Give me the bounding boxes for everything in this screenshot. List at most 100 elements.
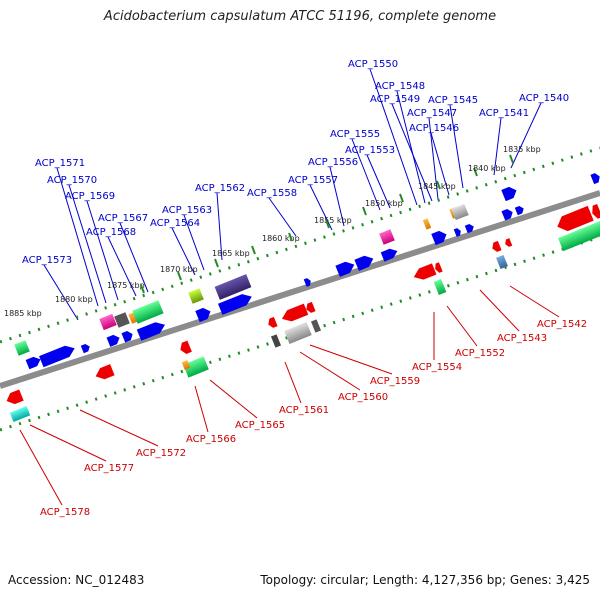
- gene-label-reverse: ACP_1565: [235, 420, 285, 431]
- gene-forward: [590, 173, 600, 185]
- gene-label-reverse: ACP_1566: [186, 434, 236, 445]
- label-leader-reverse: [446, 305, 478, 347]
- accession-text: Accession: NC_012483: [8, 573, 145, 587]
- topology-text: Topology: circular; Length: 4,127,356 bp…: [260, 573, 590, 587]
- gene-reverse: [268, 316, 278, 328]
- gene-forward: [80, 343, 90, 354]
- gene-forward: [379, 229, 395, 245]
- gene-label-reverse: ACP_1561: [279, 405, 329, 416]
- label-leader-reverse: [509, 285, 560, 318]
- gene-label-forward: ACP_1568: [86, 227, 136, 238]
- scale-tick: [325, 219, 330, 229]
- scale-tick-label: 1855 kbp: [314, 216, 352, 225]
- label-leader-forward: [428, 117, 439, 200]
- gene-forward: [501, 186, 517, 202]
- gene-forward: [464, 223, 474, 234]
- label-leader-reverse: [29, 424, 107, 462]
- gene-label-reverse: ACP_1543: [497, 333, 547, 344]
- gene-label-reverse: ACP_1542: [537, 319, 587, 330]
- gene-label-reverse: ACP_1559: [370, 376, 420, 387]
- gene-forward: [121, 330, 133, 343]
- gene-label-reverse: ACP_1552: [455, 348, 505, 359]
- gene-forward: [114, 312, 130, 328]
- gene-reverse: [557, 205, 594, 232]
- gene-label-forward: ACP_1546: [409, 123, 459, 134]
- gene-label-forward: ACP_1569: [65, 191, 115, 202]
- gene-forward: [217, 294, 252, 315]
- scale-tick-label: 1865 kbp: [212, 249, 250, 258]
- scale-tick-label: 1835 kbp: [503, 145, 541, 154]
- label-leader-reverse: [79, 409, 159, 447]
- scale-tick: [509, 154, 514, 164]
- label-leader-forward: [396, 90, 426, 204]
- scale-tick-label: 1840 kbp: [468, 164, 506, 173]
- gene-label-forward: ACP_1553: [345, 145, 395, 156]
- gene-forward: [453, 228, 461, 237]
- scale-tick: [177, 271, 182, 281]
- gene-label-forward: ACP_1547: [407, 108, 457, 119]
- gene-label-forward: ACP_1571: [35, 158, 85, 169]
- gene-label-forward: ACP_1558: [247, 188, 297, 199]
- scale-tick: [362, 206, 367, 216]
- scale-tick: [251, 245, 256, 255]
- gene-reverse: [505, 238, 513, 247]
- label-leader-forward: [449, 104, 464, 189]
- gene-forward: [303, 278, 311, 287]
- gene-label-forward: ACP_1548: [375, 81, 425, 92]
- label-leader-forward: [171, 227, 196, 276]
- scale-tick-label: 1875 kbp: [107, 281, 145, 290]
- gene-label-forward: ACP_1541: [479, 108, 529, 119]
- label-leader-reverse: [19, 429, 63, 506]
- gene-reverse: [183, 356, 209, 378]
- genome-backbone: [0, 190, 600, 389]
- gene-reverse: [413, 263, 437, 280]
- label-leader-forward: [430, 132, 450, 196]
- gene-reverse: [492, 240, 502, 252]
- gene-forward: [188, 288, 204, 304]
- gene-reverse: [270, 334, 282, 348]
- scale-tick-label: 1845 kbp: [418, 182, 456, 191]
- gene-reverse: [306, 301, 316, 313]
- gene-reverse: [180, 340, 192, 354]
- gene-label-forward: ACP_1555: [330, 129, 380, 140]
- label-leader-forward: [493, 117, 502, 176]
- gene-reverse: [9, 405, 31, 423]
- label-leader-forward: [391, 103, 433, 202]
- gene-forward: [354, 255, 374, 271]
- gene-forward: [195, 307, 211, 323]
- label-leader-forward: [43, 264, 79, 321]
- scale-tick-label: 1860 kbp: [262, 234, 300, 243]
- gene-forward: [501, 208, 513, 221]
- label-leader-forward: [119, 222, 149, 293]
- gene-forward: [422, 218, 432, 230]
- gene-forward: [39, 345, 75, 368]
- label-leader-forward: [86, 200, 119, 301]
- gene-reverse: [181, 360, 191, 370]
- gene-label-forward: ACP_1557: [288, 175, 338, 186]
- gene-forward: [214, 274, 252, 300]
- gene-label-reverse: ACP_1578: [40, 507, 90, 518]
- gene-label-forward: ACP_1563: [162, 205, 212, 216]
- gene-forward: [132, 300, 164, 324]
- scale-tick: [140, 284, 145, 294]
- gene-forward: [99, 313, 117, 331]
- gene-reverse: [433, 279, 447, 295]
- label-leader-forward: [309, 184, 333, 231]
- gene-reverse: [558, 220, 600, 252]
- gene-forward: [431, 230, 447, 246]
- gene-forward: [25, 356, 41, 370]
- gene-reverse: [95, 364, 115, 380]
- gene-label-forward: ACP_1573: [22, 255, 72, 266]
- gene-forward: [335, 261, 355, 277]
- scale-tick: [473, 167, 478, 177]
- gene-label-forward: ACP_1540: [519, 93, 569, 104]
- label-leader-forward: [56, 167, 99, 307]
- gene-label-reverse: ACP_1572: [136, 448, 186, 459]
- gene-forward: [514, 205, 524, 216]
- gene-forward: [128, 312, 138, 324]
- scale-tick-label: 1850 kbp: [365, 199, 403, 208]
- label-leader-forward: [369, 68, 418, 206]
- gene-label-forward: ACP_1567: [98, 213, 148, 224]
- scale-tick: [436, 180, 441, 190]
